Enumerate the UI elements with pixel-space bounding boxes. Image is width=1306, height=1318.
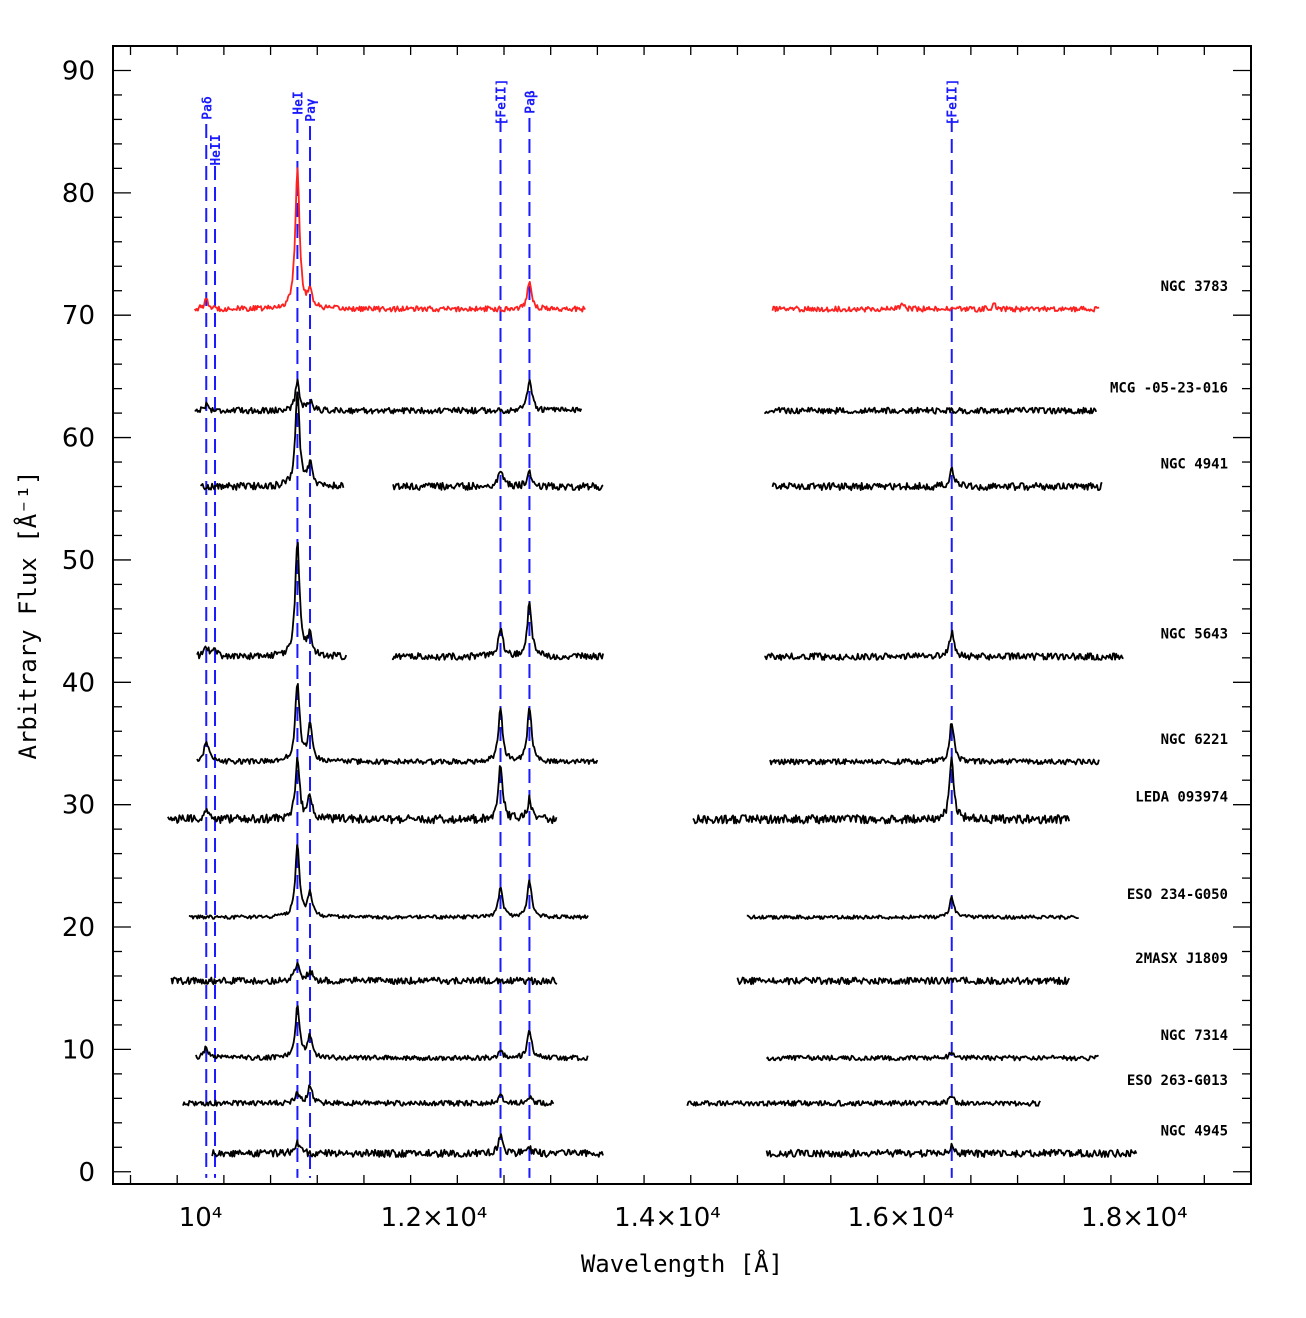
emission-line-label: HeII: [209, 134, 224, 165]
spectrum-segment: [193, 167, 586, 313]
spectrum-segment: [182, 1084, 555, 1107]
series-label: NGC 7314: [1161, 1028, 1228, 1044]
x-tick-label: 1.2×10⁴: [381, 1203, 488, 1233]
series-label: ESO 263-G013: [1127, 1073, 1228, 1089]
y-tick-label: 30: [62, 791, 95, 821]
emission-line-label: [FeII]: [946, 79, 961, 126]
x-tick-label: 1.8×10⁴: [1081, 1203, 1188, 1233]
x-tick-label: 1.4×10⁴: [614, 1203, 721, 1233]
series-label: NGC 4945: [1161, 1123, 1228, 1139]
series-layer: NGC 3783 MCG -05-23-016 NGC 4941 NGC 5643 NG…: [167, 167, 1228, 1158]
spectrum-series: ESO 234-G050: [188, 844, 1228, 920]
spectrum-series: NGC 7314: [195, 1005, 1228, 1062]
spectrum-series: 2MASX J1809: [170, 951, 1228, 986]
spectrum-series: NGC 4945: [211, 1123, 1228, 1158]
series-label: NGC 3783: [1161, 279, 1228, 295]
spectrum-segment: [765, 1142, 1138, 1158]
y-tick-label: 60: [62, 424, 95, 454]
emission-line-label: Paβ: [523, 90, 538, 114]
spectrum-segment: [188, 844, 589, 920]
axis-tick-labels: 10⁴ 1.2×10⁴ 1.4×10⁴ 1.6×10⁴ 1.8×10⁴ 0 10 20 30 40…: [62, 56, 1188, 1233]
spectrum-segment: [392, 469, 604, 491]
series-label: NGC 6221: [1161, 732, 1228, 748]
emission-line-label: Paγ: [304, 98, 319, 122]
y-tick-label: 50: [62, 546, 95, 576]
spectrum-segment: [771, 302, 1100, 313]
emission-line-label: HeI: [291, 91, 306, 114]
x-tick-label: 1.6×10⁴: [848, 1203, 955, 1233]
spectrum-segment: [771, 466, 1103, 492]
spectrum-segment: [170, 961, 558, 986]
series-label: ESO 234-G050: [1127, 887, 1228, 903]
y-tick-label: 90: [62, 56, 95, 86]
spectrum-segment: [765, 1051, 1099, 1062]
spectrum-segment: [764, 406, 1098, 415]
plot-frame: [112, 45, 1252, 1185]
y-tick-label: 10: [62, 1035, 95, 1065]
spectrum-segment: [692, 756, 1071, 825]
spectrum-segment: [769, 723, 1100, 766]
series-label: MCG -05-23-016: [1110, 381, 1228, 397]
spectrum-segment: [195, 1005, 589, 1062]
y-axis-title: Arbitrary Flux [Å⁻¹]: [13, 471, 42, 760]
series-label: 2MASX J1809: [1135, 951, 1228, 967]
y-tick-label: 70: [62, 301, 95, 331]
spectrum-segment: [736, 976, 1071, 986]
spectrum-segment: [764, 629, 1124, 661]
series-label: LEDA 093974: [1135, 789, 1228, 805]
spectrum-series: ESO 263-G013: [182, 1073, 1228, 1107]
spectrum-series: NGC 3783: [193, 167, 1228, 313]
y-tick-label: 80: [62, 179, 95, 209]
x-axis-title: Wavelength [Å]: [581, 1249, 783, 1278]
emission-line-label: [FeII]: [495, 79, 510, 126]
emission-line-label: Paδ: [200, 96, 215, 120]
spectrum-series: NGC 4941: [199, 391, 1228, 492]
spectrum-series: NGC 5643: [196, 541, 1228, 661]
spectrum-segment: [196, 541, 348, 661]
spectrum-segment: [686, 1095, 1041, 1107]
spectrum-segment: [211, 1133, 604, 1158]
spectrum-segment: [196, 683, 599, 766]
spectrum-segment: [194, 378, 583, 415]
y-tick-label: 0: [78, 1158, 95, 1188]
x-tick-label: 10⁴: [179, 1203, 223, 1233]
spectrum-segment: [199, 391, 345, 491]
spectrum-series: LEDA 093974: [167, 756, 1228, 825]
spectrum-series: MCG -05-23-016: [194, 378, 1228, 415]
spectrum-segment: [391, 601, 604, 661]
series-label: NGC 4941: [1161, 457, 1228, 473]
y-tick-label: 20: [62, 913, 95, 943]
spectrum-segment: [167, 756, 558, 825]
series-label: NGC 5643: [1161, 627, 1228, 643]
y-tick-label: 40: [62, 668, 95, 698]
spectrum-series: NGC 6221: [196, 683, 1228, 766]
spectrum-segment: [746, 895, 1079, 920]
axis-ticks: [113, 45, 1252, 1184]
